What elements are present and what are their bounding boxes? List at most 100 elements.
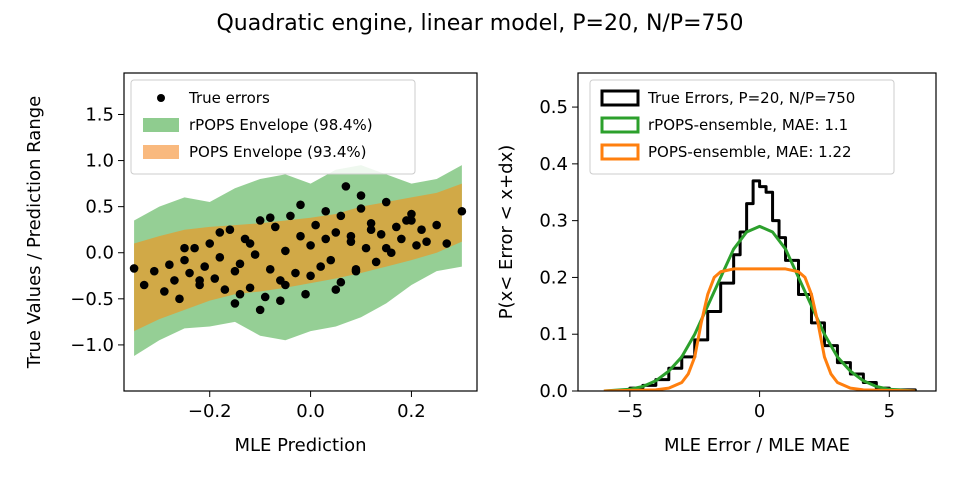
data-point bbox=[225, 225, 235, 234]
data-point bbox=[311, 220, 320, 230]
data-point bbox=[392, 222, 401, 232]
data-point bbox=[235, 259, 245, 269]
legend-swatch bbox=[600, 143, 640, 161]
data-point bbox=[149, 266, 159, 276]
data-point bbox=[376, 230, 386, 239]
data-point bbox=[422, 237, 431, 246]
data-point bbox=[361, 243, 371, 253]
data-point bbox=[245, 283, 255, 293]
data-point bbox=[281, 246, 290, 256]
legend-box bbox=[589, 79, 895, 175]
x-tick-label: −0.2 bbox=[188, 401, 232, 422]
data-point bbox=[180, 243, 189, 253]
data-point bbox=[356, 191, 366, 200]
data-point bbox=[321, 206, 331, 216]
data-point bbox=[200, 262, 209, 271]
data-point bbox=[190, 243, 199, 253]
data-point bbox=[321, 234, 331, 244]
data-point bbox=[457, 206, 467, 216]
data-point bbox=[407, 209, 416, 219]
data-point bbox=[432, 220, 441, 230]
x-tick-label: −5 bbox=[617, 401, 644, 422]
left-panel: −0.2 0.0 0.2 −1.0 −0.5 0.0 0.5 1.0 1.5 MLE Predic… bbox=[24, 72, 478, 456]
x-axis-title: MLE Prediction bbox=[234, 435, 366, 456]
data-point bbox=[291, 268, 300, 278]
data-point bbox=[235, 289, 245, 299]
data-point bbox=[346, 231, 356, 241]
y-tick-label: −1.0 bbox=[70, 335, 114, 356]
data-point bbox=[296, 231, 305, 241]
legend-label: rPOPS Envelope (98.4%) bbox=[189, 116, 373, 134]
legend-swatch bbox=[143, 118, 179, 132]
legend-label: True Errors, P=20, N/P=750 bbox=[647, 89, 855, 107]
data-point bbox=[265, 213, 275, 223]
y-tick-label: 0.0 bbox=[539, 381, 568, 402]
data-point bbox=[296, 200, 305, 210]
x-tick-label: 5 bbox=[884, 401, 895, 422]
data-point bbox=[270, 222, 280, 232]
data-point bbox=[160, 287, 169, 296]
data-point bbox=[366, 218, 376, 228]
data-point bbox=[381, 243, 391, 253]
y-tick-label: 1.0 bbox=[85, 151, 114, 172]
data-point bbox=[442, 239, 452, 248]
legend-label: POPS-ensemble, MAE: 1.22 bbox=[648, 143, 852, 161]
data-point bbox=[336, 211, 346, 221]
data-point bbox=[407, 216, 416, 225]
data-point bbox=[170, 276, 179, 285]
data-point bbox=[356, 204, 366, 213]
data-point bbox=[417, 225, 426, 234]
data-point bbox=[331, 228, 341, 237]
data-point bbox=[220, 285, 230, 294]
data-point bbox=[336, 277, 346, 287]
y-tick-label: 0.3 bbox=[539, 211, 568, 232]
data-point bbox=[301, 289, 310, 299]
y-tick-label: 0.5 bbox=[539, 97, 568, 118]
data-point bbox=[286, 211, 295, 221]
series-line bbox=[603, 267, 916, 391]
y-axis-title: True Values / Prediction Range bbox=[24, 96, 45, 369]
legend-label: POPS Envelope (93.4%) bbox=[189, 143, 367, 161]
series-line bbox=[603, 179, 917, 391]
legend-box bbox=[130, 79, 416, 175]
data-point bbox=[331, 285, 341, 294]
pops-envelope bbox=[134, 183, 462, 332]
data-point bbox=[276, 296, 285, 305]
data-point bbox=[255, 216, 265, 225]
plot-area bbox=[129, 165, 467, 356]
data-point bbox=[341, 182, 351, 191]
data-point bbox=[260, 292, 270, 302]
data-point bbox=[215, 228, 225, 237]
data-point bbox=[326, 255, 336, 265]
y-tick-label: 0.1 bbox=[539, 324, 568, 345]
data-point bbox=[165, 260, 174, 270]
legend-label: True errors bbox=[188, 89, 270, 107]
x-tick-label: 0 bbox=[754, 401, 765, 422]
y-tick-label: 1.5 bbox=[85, 104, 114, 125]
data-point bbox=[195, 276, 204, 285]
data-point bbox=[215, 253, 225, 262]
x-tick-label: 0.0 bbox=[296, 401, 325, 422]
data-point bbox=[230, 266, 240, 276]
y-axis-title: P(x< Error < x+dx) bbox=[496, 145, 517, 320]
y-tick-label: 0.5 bbox=[85, 197, 114, 218]
y-tick-label: 0.4 bbox=[539, 154, 568, 175]
legend-label: rPOPS-ensemble, MAE: 1.1 bbox=[648, 116, 848, 134]
legend-swatch bbox=[143, 145, 179, 159]
legend-swatch bbox=[600, 116, 640, 134]
legend-swatch bbox=[600, 89, 640, 107]
data-point bbox=[230, 299, 240, 308]
data-point bbox=[210, 274, 220, 283]
plot-area bbox=[603, 179, 917, 391]
data-point bbox=[185, 268, 194, 278]
x-tick-label: 0.2 bbox=[397, 401, 426, 422]
data-point bbox=[245, 239, 255, 248]
y-tick-label: 0.0 bbox=[85, 243, 114, 264]
data-point bbox=[250, 250, 260, 259]
data-point bbox=[397, 234, 406, 244]
data-point bbox=[366, 225, 376, 234]
data-point bbox=[129, 264, 139, 273]
legend-marker bbox=[157, 94, 165, 102]
axes-frame bbox=[577, 72, 937, 392]
